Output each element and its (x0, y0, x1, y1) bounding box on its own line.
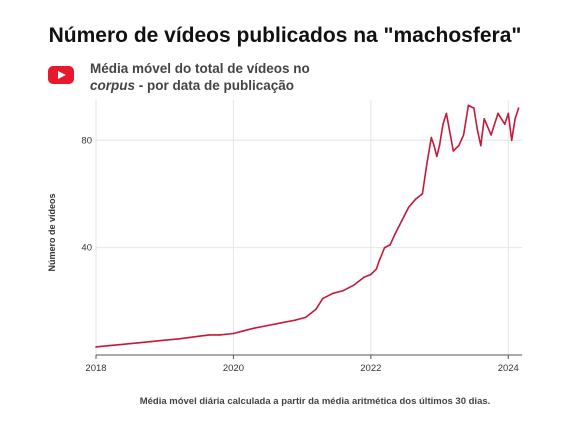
series-point (242, 330, 245, 332)
chart-subtitle-block: Média móvel do total de vídeos no corpus… (48, 60, 310, 94)
series-point (400, 219, 403, 222)
series-point (452, 150, 455, 152)
y-axis-label: Número de vídeos (47, 193, 57, 271)
series-point (363, 276, 365, 278)
series-point (378, 260, 380, 262)
series-point (294, 319, 297, 321)
series-line (95, 104, 520, 348)
x-tick-label: 2022 (360, 363, 381, 374)
subtitle-line-1: Média móvel do total de vídeos no (90, 61, 310, 76)
youtube-icon (48, 66, 74, 84)
series-point (150, 340, 152, 343)
series-point (177, 338, 180, 340)
series-point (476, 128, 479, 131)
grid-lines (95, 100, 522, 355)
series-point (414, 198, 417, 201)
series-point (514, 117, 516, 120)
series-point (280, 321, 283, 324)
series-point (517, 107, 520, 109)
series-point (218, 334, 221, 336)
chart-subtitle: Média móvel do total de vídeos no corpus… (90, 60, 310, 94)
series-point (253, 327, 255, 329)
chart-footnote: Média móvel diária calculada a partir da… (139, 396, 491, 407)
series-point (462, 134, 465, 136)
x-tick-label: 2024 (498, 363, 519, 374)
series-point (232, 332, 235, 335)
series-point (198, 335, 200, 338)
series-point (421, 193, 424, 195)
series-point (430, 136, 433, 139)
series-point (389, 244, 391, 246)
series-point (436, 155, 438, 158)
series-point (426, 160, 428, 163)
series-point (510, 139, 513, 142)
series-point (375, 268, 378, 270)
series-point (370, 273, 372, 276)
y-tick-label: 40 (81, 243, 92, 254)
series-point (407, 206, 410, 209)
x-tick-labels: 2018 2020 2022 2024 (85, 355, 519, 374)
y-tick-label: 80 (81, 135, 92, 146)
series-point (136, 342, 139, 344)
subtitle-italic: corpus (90, 78, 136, 93)
series-point (497, 112, 499, 115)
series-point (266, 324, 269, 327)
series-point (332, 292, 334, 295)
series-point (321, 297, 324, 300)
series-point (473, 107, 475, 109)
series-point (95, 346, 97, 348)
series-point (163, 339, 166, 342)
x-tick-label: 2020 (223, 363, 244, 374)
y-tick-labels: 40 80 (81, 135, 92, 253)
series-point (304, 316, 307, 319)
series-point (442, 123, 444, 125)
x-tick-label: 2018 (85, 363, 106, 374)
series-points (95, 104, 520, 348)
subtitle-rest: - por data de publicação (135, 78, 295, 93)
series-point (445, 112, 448, 115)
series-point (394, 233, 396, 236)
series-point (467, 104, 470, 107)
series-point (490, 134, 492, 136)
series-point (342, 289, 345, 292)
series-point (208, 334, 211, 336)
series-point (352, 284, 355, 287)
series-point (433, 144, 435, 147)
series-point (438, 144, 441, 147)
series-point (187, 336, 190, 339)
series-point (483, 117, 486, 120)
series-point (315, 308, 317, 311)
series-point (457, 144, 460, 147)
series-point (122, 343, 125, 346)
series-point (479, 144, 482, 147)
series-point (507, 112, 510, 115)
series-point (383, 246, 386, 249)
series-point (504, 123, 506, 125)
chart-title: Número de vídeos publicados na "machosfe… (48, 24, 522, 47)
series-point (108, 344, 111, 347)
